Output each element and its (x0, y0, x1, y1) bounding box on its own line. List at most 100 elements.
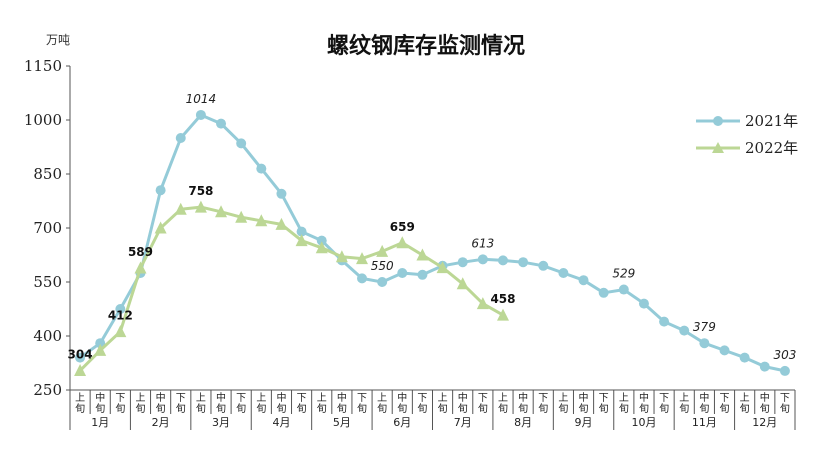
x-tick-label: 上 (438, 392, 448, 404)
data-label: 659 (390, 220, 415, 234)
x-tick-label-suffix: 旬 (377, 402, 387, 415)
data-point (134, 261, 147, 274)
data-point (236, 138, 247, 149)
data-label: 304 (68, 348, 93, 362)
data-point (316, 235, 327, 246)
data-point (396, 236, 409, 249)
data-point (456, 277, 469, 290)
data-label: 613 (471, 236, 494, 250)
data-label: 1014 (186, 92, 217, 106)
x-tick-label-suffix: 旬 (599, 402, 609, 415)
x-tick-label: 下 (720, 393, 730, 404)
x-tick-label: 上 (679, 392, 689, 404)
data-point (94, 343, 107, 356)
month-label: 5月 (333, 416, 351, 429)
data-point (377, 277, 388, 287)
data-point (416, 248, 429, 261)
data-point (558, 268, 569, 278)
month-label: 4月 (272, 416, 290, 429)
data-point (175, 133, 186, 143)
x-tick-label-suffix: 旬 (518, 402, 528, 415)
month-label: 11月 (692, 416, 717, 429)
data-point (195, 109, 206, 120)
x-tick-label-suffix: 旬 (458, 402, 468, 415)
x-tick-label: 上 (740, 392, 750, 404)
x-tick-label: 中 (639, 391, 649, 404)
x-tick-label: 下 (417, 393, 427, 404)
data-point (75, 352, 86, 363)
data-point (497, 255, 508, 266)
x-tick-label-suffix: 旬 (780, 402, 790, 415)
data-label: 529 (612, 267, 635, 281)
legend-marker (712, 142, 724, 153)
x-tick-label-suffix: 旬 (699, 402, 709, 415)
data-point (114, 325, 127, 338)
y-tick-label: 250 (33, 381, 62, 399)
x-tick-label-suffix: 旬 (337, 402, 347, 415)
series-layer (74, 109, 790, 377)
x-tick-label: 下 (176, 393, 186, 404)
data-point (155, 185, 166, 196)
y-tick-label: 400 (33, 327, 62, 345)
data-point (659, 316, 670, 327)
data-point (759, 361, 770, 372)
data-point (115, 304, 126, 314)
data-point (235, 210, 248, 223)
data-label: 758 (188, 184, 213, 198)
x-tick-label: 下 (780, 393, 790, 404)
x-tick-label-suffix: 旬 (417, 402, 427, 415)
x-tick-label: 中 (760, 391, 770, 404)
x-tick-label-suffix: 旬 (196, 402, 206, 415)
x-tick-label: 上 (317, 392, 327, 404)
x-tick-label: 中 (699, 391, 709, 404)
x-tick-label: 上 (558, 392, 568, 404)
data-label: 379 (693, 320, 716, 334)
data-point (436, 261, 449, 274)
y-tick-label: 550 (33, 273, 62, 291)
x-tick-label: 中 (458, 391, 468, 404)
x-tick-label: 上 (135, 392, 145, 404)
x-tick-label-suffix: 旬 (216, 402, 226, 415)
month-label: 10月 (631, 416, 656, 429)
x-tick-label: 上 (619, 392, 629, 404)
data-point (295, 234, 308, 247)
x-tick-label-suffix: 旬 (276, 402, 286, 415)
month-label: 12月 (752, 416, 777, 429)
x-tick-label: 下 (599, 393, 609, 404)
data-point (335, 250, 348, 263)
data-labels: 1014 550 613 529 379 303 304 412 589 758 659 458 (68, 92, 797, 362)
x-tick-label-suffix: 旬 (297, 402, 307, 415)
x-tick-label-suffix: 旬 (558, 402, 568, 415)
x-tick-label: 上 (196, 392, 206, 404)
x-tick-label: 上 (75, 392, 85, 404)
data-point (699, 338, 710, 349)
x-tick-label-suffix: 旬 (397, 402, 407, 415)
y-tick-label: 1150 (24, 57, 62, 75)
legend: 2021年 2022年 (696, 112, 798, 157)
data-point (679, 325, 690, 336)
data-point (276, 188, 287, 199)
data-point (74, 364, 87, 377)
month-label: 9月 (575, 416, 593, 429)
x-tick-label-suffix: 旬 (95, 402, 105, 415)
month-label: 3月 (212, 416, 230, 429)
x-tick-label: 中 (276, 391, 286, 404)
x-tick-label-suffix: 旬 (579, 402, 589, 415)
x-tick-label-suffix: 旬 (236, 402, 246, 415)
x-tick-label: 上 (498, 392, 508, 404)
data-point (476, 297, 489, 310)
data-point (154, 221, 167, 234)
data-point (275, 217, 288, 230)
data-point (779, 365, 790, 376)
data-point (315, 241, 328, 254)
x-tick-label-suffix: 旬 (75, 402, 85, 415)
x-tick-label-suffix: 旬 (720, 402, 730, 415)
data-point (356, 252, 369, 265)
month-label: 8月 (514, 416, 532, 429)
data-point (618, 284, 629, 295)
x-axis: 上旬中旬下旬上旬中旬下旬上旬中旬下旬上旬中旬下旬上旬中旬下旬上旬中旬下旬上旬中旬… (69, 389, 796, 430)
x-tick-label-suffix: 旬 (639, 402, 649, 415)
data-point (174, 202, 187, 215)
y-tick-label: 700 (33, 219, 62, 237)
